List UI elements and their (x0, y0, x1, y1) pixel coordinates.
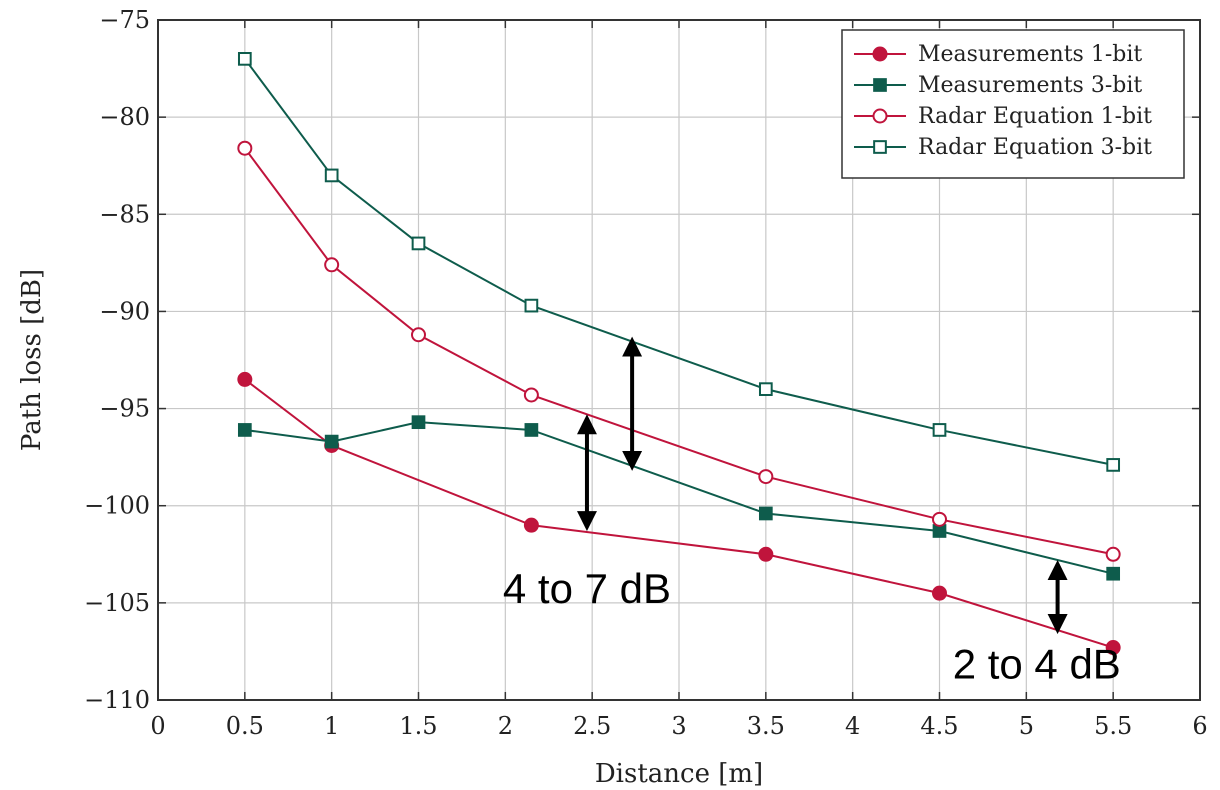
annotation-label: 4 to 7 dB (503, 565, 671, 612)
x-tick-label: 1 (324, 712, 339, 740)
series-group (237, 140, 1121, 562)
legend-entry: Measurements 3-bit (854, 73, 1142, 98)
legend-label: Radar Equation 3-bit (918, 135, 1152, 160)
y-axis-label: Path loss [dB] (17, 269, 47, 451)
data-point (932, 511, 947, 527)
legend-label: Measurements 1-bit (918, 42, 1142, 67)
y-tick-label: −75 (99, 6, 150, 34)
data-point (932, 585, 947, 601)
x-tick-label: 4.5 (920, 712, 958, 740)
x-tick-label: 1.5 (399, 712, 437, 740)
data-point (1105, 640, 1121, 656)
data-point (1105, 546, 1121, 562)
y-tick-label: −110 (84, 686, 150, 714)
x-tick-label: 4 (845, 712, 860, 740)
y-tick-label: −90 (99, 297, 150, 325)
legend: Measurements 1-bit Measurements 3-bit Rada… (841, 29, 1185, 179)
y-tick-label: −100 (84, 492, 150, 520)
data-point (324, 257, 340, 273)
y-tick-label: −85 (99, 200, 150, 228)
x-tick-label: 2 (498, 712, 513, 740)
data-point (872, 108, 888, 124)
data-point (237, 423, 252, 437)
legend-entry: Radar Equation 3-bit (854, 135, 1152, 160)
series-group (237, 52, 1121, 472)
data-point (324, 168, 339, 183)
data-point (873, 140, 887, 154)
legend-label: Measurements 3-bit (918, 73, 1142, 98)
data-point (932, 423, 947, 437)
data-point (411, 327, 426, 343)
data-point (324, 434, 339, 449)
data-point (872, 46, 888, 62)
series-group (237, 415, 1121, 581)
series-group (237, 371, 1121, 656)
series-line (244, 378, 1114, 649)
y-axis: −110 −105 −100 −95 −90 −85 −80 −75 (84, 6, 1200, 714)
data-point (932, 524, 947, 538)
data-point (523, 387, 539, 403)
x-tick-label: 3.5 (747, 712, 785, 740)
data-point (758, 382, 773, 396)
x-tick-label: 2.5 (573, 712, 611, 740)
series (237, 52, 1121, 656)
y-tick-label: −80 (99, 103, 150, 131)
x-tick-label: 0.5 (226, 712, 264, 740)
data-point (758, 546, 774, 562)
data-point (411, 415, 426, 430)
x-tick-label: 5 (1019, 712, 1034, 740)
annotations: 4 to 7 dB 2 to 4 dB (503, 336, 1121, 688)
data-point (237, 52, 252, 66)
data-point (237, 140, 253, 156)
data-point (523, 517, 539, 533)
annotation-group: 2 to 4 dB (953, 560, 1121, 688)
legend-entry: Measurements 1-bit (854, 42, 1142, 67)
x-tick-label: 6 (1192, 712, 1207, 740)
data-point (873, 78, 887, 92)
x-tick-label: 0 (150, 712, 165, 740)
data-point (411, 236, 426, 251)
annotation-label: 2 to 4 dB (953, 641, 1121, 688)
x-axis: 0 0.5 1 1.5 2 2.5 3 3.5 4 4.5 5 5.5 6 (150, 20, 1208, 740)
data-point (758, 506, 773, 521)
x-axis-label: Distance [m] (595, 759, 763, 789)
legend-entry: Radar Equation 1-bit (854, 104, 1152, 129)
y-tick-label: −105 (84, 589, 150, 617)
data-point (758, 469, 774, 485)
legend-label: Radar Equation 1-bit (918, 104, 1152, 129)
x-tick-label: 3 (671, 712, 686, 740)
x-tick-label: 5.5 (1094, 712, 1132, 740)
annotation-group: 4 to 7 dB (503, 336, 671, 612)
data-point (1106, 458, 1121, 472)
y-tick-label: −95 (99, 395, 150, 423)
data-point (524, 423, 539, 437)
data-point (524, 298, 539, 313)
data-point (237, 371, 253, 387)
data-point (1106, 566, 1121, 581)
